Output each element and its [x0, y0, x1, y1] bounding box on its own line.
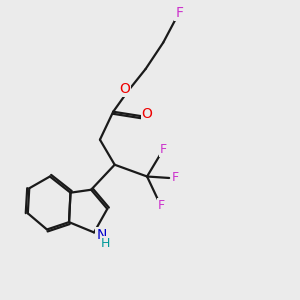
Text: O: O: [119, 82, 130, 96]
Text: F: F: [158, 200, 165, 212]
Text: F: F: [160, 143, 167, 157]
Text: F: F: [172, 172, 179, 184]
Text: H: H: [100, 237, 110, 250]
Text: F: F: [176, 6, 183, 20]
Text: O: O: [142, 107, 152, 121]
Text: N: N: [96, 228, 106, 242]
